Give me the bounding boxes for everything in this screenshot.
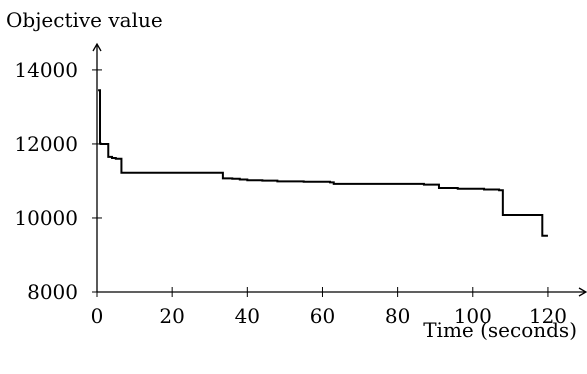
axes <box>92 42 587 297</box>
x-tick-label: 20 <box>159 304 184 328</box>
x-tick-label: 0 <box>91 304 104 328</box>
y-axis-label: Objective value <box>6 8 163 32</box>
x-axis-arrow <box>578 287 587 297</box>
x-tick-label: 100 <box>454 304 492 328</box>
y-axis-arrow <box>92 42 102 52</box>
x-axis-label: Time (seconds) <box>423 318 577 342</box>
x-ticks: 0 20 40 60 80 100 120 <box>91 287 567 328</box>
y-tick-label: 12000 <box>14 132 78 156</box>
x-tick-label: 120 <box>529 304 567 328</box>
x-tick-label: 60 <box>310 304 335 328</box>
y-tick-label: 14000 <box>14 58 78 82</box>
y-ticks: 8000 10000 12000 14000 <box>14 58 102 304</box>
plot-area <box>98 89 548 237</box>
y-tick-label: 8000 <box>27 280 78 304</box>
objective-series-line <box>98 89 548 237</box>
x-tick-label: 80 <box>385 304 410 328</box>
x-tick-label: 40 <box>235 304 260 328</box>
y-tick-label: 10000 <box>14 206 78 230</box>
